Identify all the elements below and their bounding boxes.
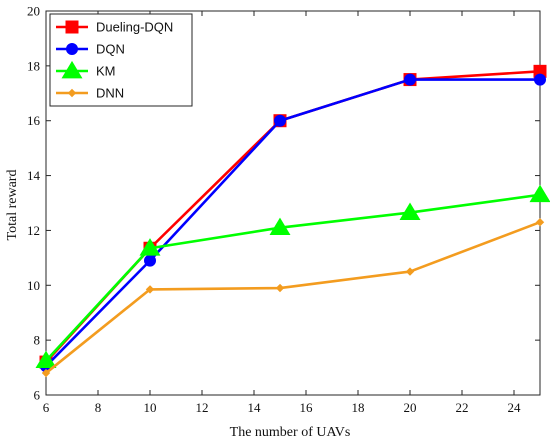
data-point [144,254,156,267]
data-point [145,285,155,294]
data-point [535,217,545,227]
legend-item-dueling-dqn: Dueling-DQN [56,20,173,35]
data-point [529,184,550,203]
data-point [405,267,415,276]
x-tick-label: 10 [144,400,157,415]
legend-label: KM [96,64,116,79]
series-dnn [41,217,545,378]
y-tick-label: 12 [27,223,40,238]
legend-item-dnn: DNN [56,86,124,101]
x-tick-label: 8 [95,400,102,415]
x-tick-label: 24 [508,400,522,415]
legend-item-dqn: DQN [56,42,125,57]
y-tick-label: 16 [27,113,41,128]
x-tick-label: 22 [456,400,469,415]
x-tick-label: 16 [300,400,314,415]
data-point [269,217,291,236]
y-tick-label: 14 [27,168,41,183]
legend-item-km: KM [56,60,116,79]
x-tick-label: 12 [196,400,209,415]
data-point [274,114,286,127]
y-tick-label: 18 [27,58,40,73]
x-axis-label: The number of UAVs [230,425,351,440]
x-tick-label: 6 [43,400,50,415]
data-point [404,73,416,86]
x-tick-label: 20 [404,400,417,415]
legend-label: DNN [96,86,124,101]
x-tick-label: 14 [248,400,262,415]
y-axis-label: Total reward [5,170,20,241]
y-tick-label: 20 [27,4,40,19]
legend-label: Dueling-DQN [96,20,173,35]
data-point [35,350,57,369]
y-tick-label: 6 [34,388,41,403]
legend-marker [66,43,78,55]
series-km [35,184,550,369]
legend-label: DQN [96,42,125,57]
data-point [41,368,51,378]
data-point [534,73,546,86]
legend-marker [61,60,83,79]
legend: Dueling-DQN DQN KM DNN [49,13,193,107]
y-tick-label: 8 [34,333,41,348]
data-point [139,238,161,256]
data-point [275,283,285,293]
legend-marker [65,20,79,34]
y-tick-label: 10 [27,278,40,293]
series-layer [35,64,550,378]
x-tick-label: 18 [352,400,365,415]
legend-marker [67,88,77,98]
data-point [399,202,421,220]
